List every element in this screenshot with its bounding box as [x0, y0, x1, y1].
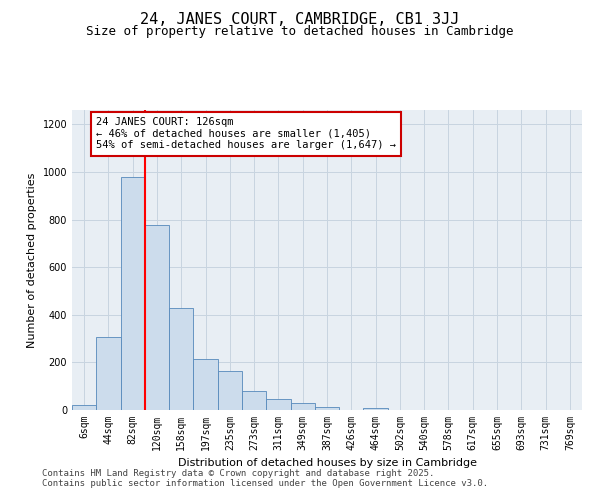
X-axis label: Distribution of detached houses by size in Cambridge: Distribution of detached houses by size …	[178, 458, 476, 468]
Bar	[266, 400, 290, 410]
Text: 24 JANES COURT: 126sqm
← 46% of detached houses are smaller (1,405)
54% of semi-: 24 JANES COURT: 126sqm ← 46% of detached…	[96, 117, 396, 150]
Bar	[193, 359, 218, 410]
Bar	[145, 226, 169, 410]
Bar	[218, 370, 242, 410]
Bar	[169, 308, 193, 410]
Bar	[72, 405, 96, 410]
Bar	[121, 176, 145, 410]
Bar	[96, 338, 121, 410]
Bar	[315, 407, 339, 410]
Text: Size of property relative to detached houses in Cambridge: Size of property relative to detached ho…	[86, 25, 514, 38]
Text: 24, JANES COURT, CAMBRIDGE, CB1 3JJ: 24, JANES COURT, CAMBRIDGE, CB1 3JJ	[140, 12, 460, 28]
Text: Contains HM Land Registry data © Crown copyright and database right 2025.: Contains HM Land Registry data © Crown c…	[42, 468, 434, 477]
Text: Contains public sector information licensed under the Open Government Licence v3: Contains public sector information licen…	[42, 478, 488, 488]
Bar	[364, 408, 388, 410]
Bar	[290, 404, 315, 410]
Y-axis label: Number of detached properties: Number of detached properties	[27, 172, 37, 348]
Bar	[242, 392, 266, 410]
